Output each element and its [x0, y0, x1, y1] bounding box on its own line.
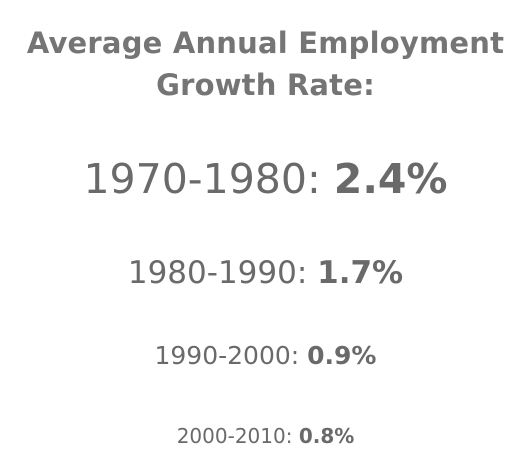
growth-row-1970-1980: 1970-1980: 2.4%: [0, 152, 531, 206]
growth-rate-value: 0.9%: [307, 341, 377, 370]
growth-row-1990-2000: 1990-2000: 0.9%: [0, 338, 531, 374]
page-title: Average Annual Employment Growth Rate:: [0, 22, 531, 106]
period-label: 1970-1980:: [83, 155, 334, 203]
growth-rate-value: 2.4%: [333, 155, 448, 203]
period-label: 1990-2000:: [154, 341, 308, 370]
growth-row-2000-2010: 2000-2010: 0.8%: [0, 422, 531, 450]
growth-row-1980-1990: 1980-1990: 1.7%: [0, 252, 531, 294]
growth-rate-value: 1.7%: [317, 255, 404, 291]
title-line-2: Growth Rate:: [156, 68, 375, 102]
period-label: 1980-1990:: [127, 255, 318, 291]
growth-rate-value: 0.8%: [298, 424, 355, 448]
title-line-1: Average Annual Employment: [26, 26, 505, 60]
period-label: 2000-2010:: [176, 424, 299, 448]
